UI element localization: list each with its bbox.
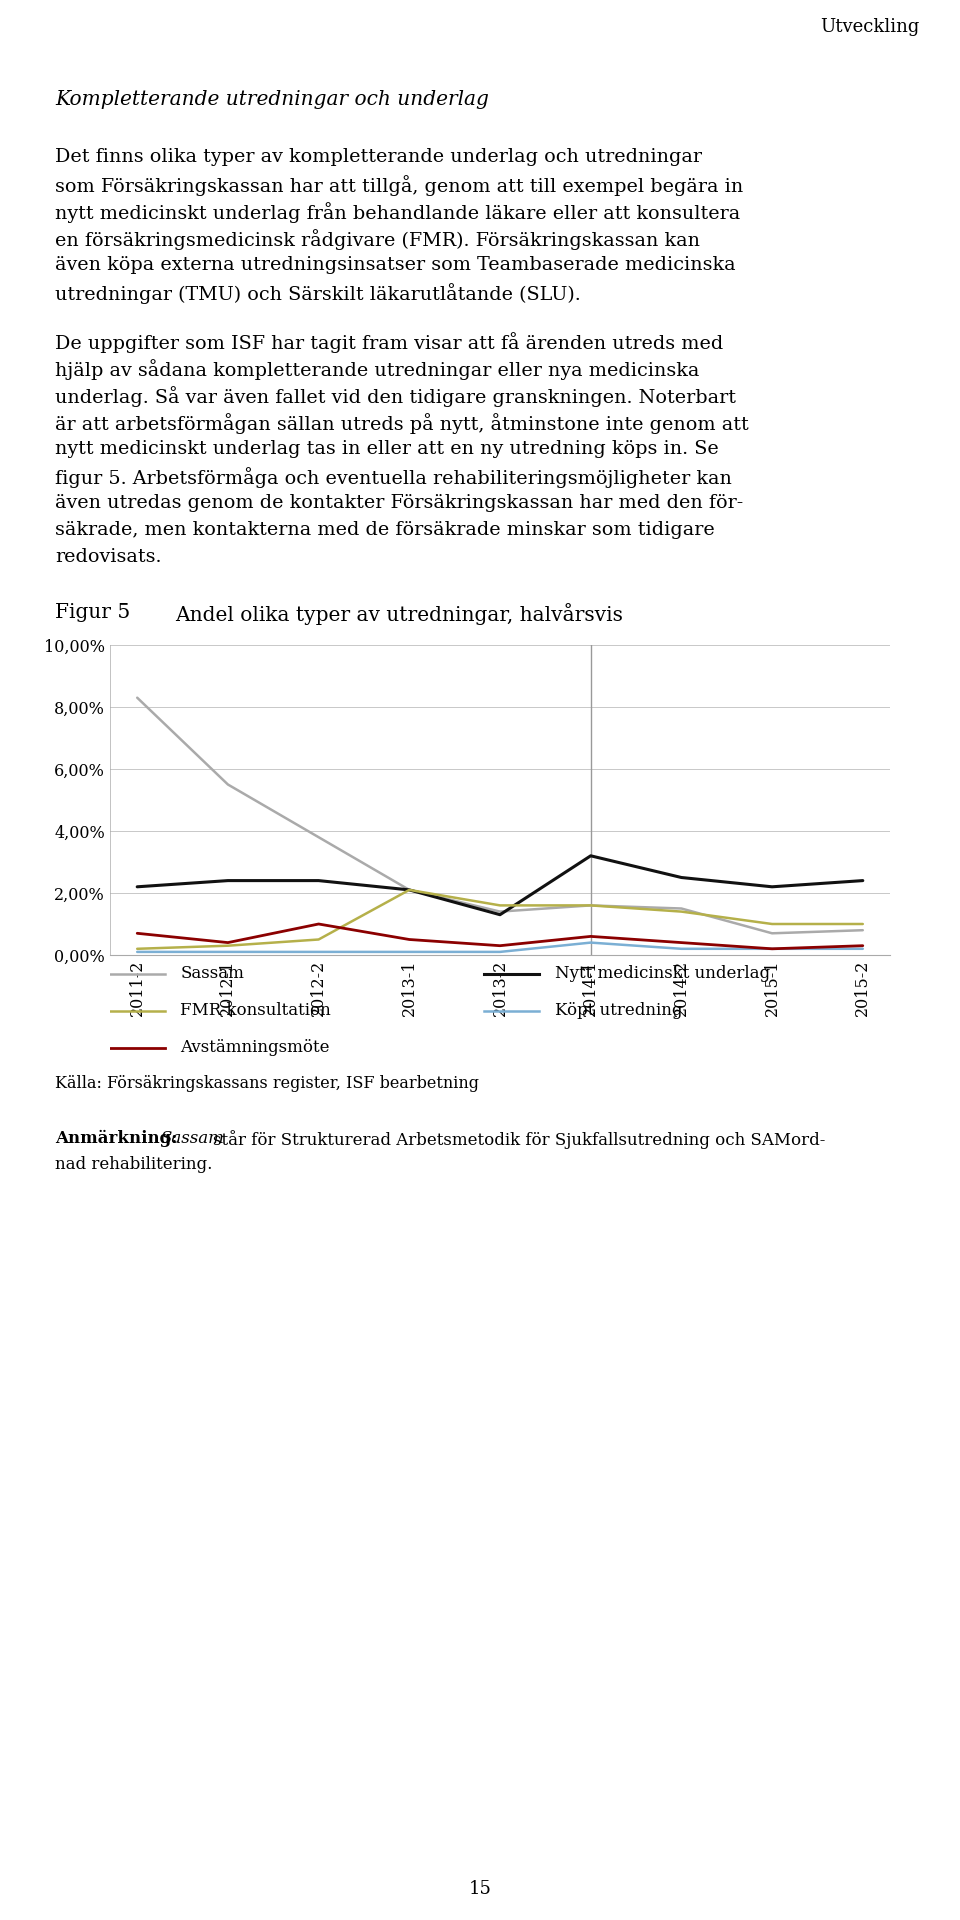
Text: 15: 15 <box>468 1880 492 1899</box>
Text: Köpt utredning: Köpt utredning <box>555 1002 683 1020</box>
Text: även utredas genom de kontakter Försäkringskassan har med den för-: även utredas genom de kontakter Försäkri… <box>55 493 743 513</box>
Text: De uppgifter som ISF har tagit fram visar att få ärenden utreds med: De uppgifter som ISF har tagit fram visa… <box>55 332 723 353</box>
Text: Nytt medicinskt underlag: Nytt medicinskt underlag <box>555 966 770 983</box>
Text: står för Strukturerad Arbetsmetodik för Sjukfallsutredning och SAMord-: står för Strukturerad Arbetsmetodik för … <box>213 1131 826 1148</box>
Text: Figur 5: Figur 5 <box>55 603 131 622</box>
Text: Källa: Försäkringskassans register, ISF bearbetning: Källa: Försäkringskassans register, ISF … <box>55 1075 479 1092</box>
Text: Andel olika typer av utredningar, halvårsvis: Andel olika typer av utredningar, halvår… <box>175 603 623 626</box>
Text: Sassam: Sassam <box>161 1131 225 1146</box>
Text: FMR konsultation: FMR konsultation <box>180 1002 331 1020</box>
Text: även köpa externa utredningsinsatser som Teambaserade medicinska: även köpa externa utredningsinsatser som… <box>55 255 735 275</box>
Text: Kompletterande utredningar och underlag: Kompletterande utredningar och underlag <box>55 90 489 109</box>
Text: Sassam: Sassam <box>180 966 244 983</box>
Text: en försäkringsmedicinsk rådgivare (FMR). Försäkringskassan kan: en försäkringsmedicinsk rådgivare (FMR).… <box>55 228 700 250</box>
Text: figur 5. Arbetsförmåga och eventuella rehabiliteringsmöjligheter kan: figur 5. Arbetsförmåga och eventuella re… <box>55 467 732 488</box>
Text: som Försäkringskassan har att tillgå, genom att till exempel begära in: som Försäkringskassan har att tillgå, ge… <box>55 175 743 196</box>
Text: Avstämningsmöte: Avstämningsmöte <box>180 1039 329 1056</box>
Text: Det finns olika typer av kompletterande underlag och utredningar: Det finns olika typer av kompletterande … <box>55 148 702 165</box>
Text: säkrade, men kontakterna med de försäkrade minskar som tidigare: säkrade, men kontakterna med de försäkra… <box>55 520 715 540</box>
Text: nytt medicinskt underlag tas in eller att en ny utredning köps in. Se: nytt medicinskt underlag tas in eller at… <box>55 440 719 459</box>
Text: nad rehabilitering.: nad rehabilitering. <box>55 1156 212 1173</box>
Text: Anmärkning:: Anmärkning: <box>55 1131 183 1146</box>
Text: är att arbetsförmågan sällan utreds på nytt, åtminstone inte genom att: är att arbetsförmågan sällan utreds på n… <box>55 413 749 434</box>
Text: Utveckling: Utveckling <box>821 17 920 36</box>
Text: redovisats.: redovisats. <box>55 547 161 566</box>
Text: nytt medicinskt underlag från behandlande läkare eller att konsultera: nytt medicinskt underlag från behandland… <box>55 202 740 223</box>
Text: utredningar (TMU) och Särskilt läkarutlåtande (SLU).: utredningar (TMU) och Särskilt läkarutlå… <box>55 282 581 303</box>
Text: underlag. Så var även fallet vid den tidigare granskningen. Noterbart: underlag. Så var även fallet vid den tid… <box>55 386 736 407</box>
Text: hjälp av sådana kompletterande utredningar eller nya medicinska: hjälp av sådana kompletterande utredning… <box>55 359 700 380</box>
